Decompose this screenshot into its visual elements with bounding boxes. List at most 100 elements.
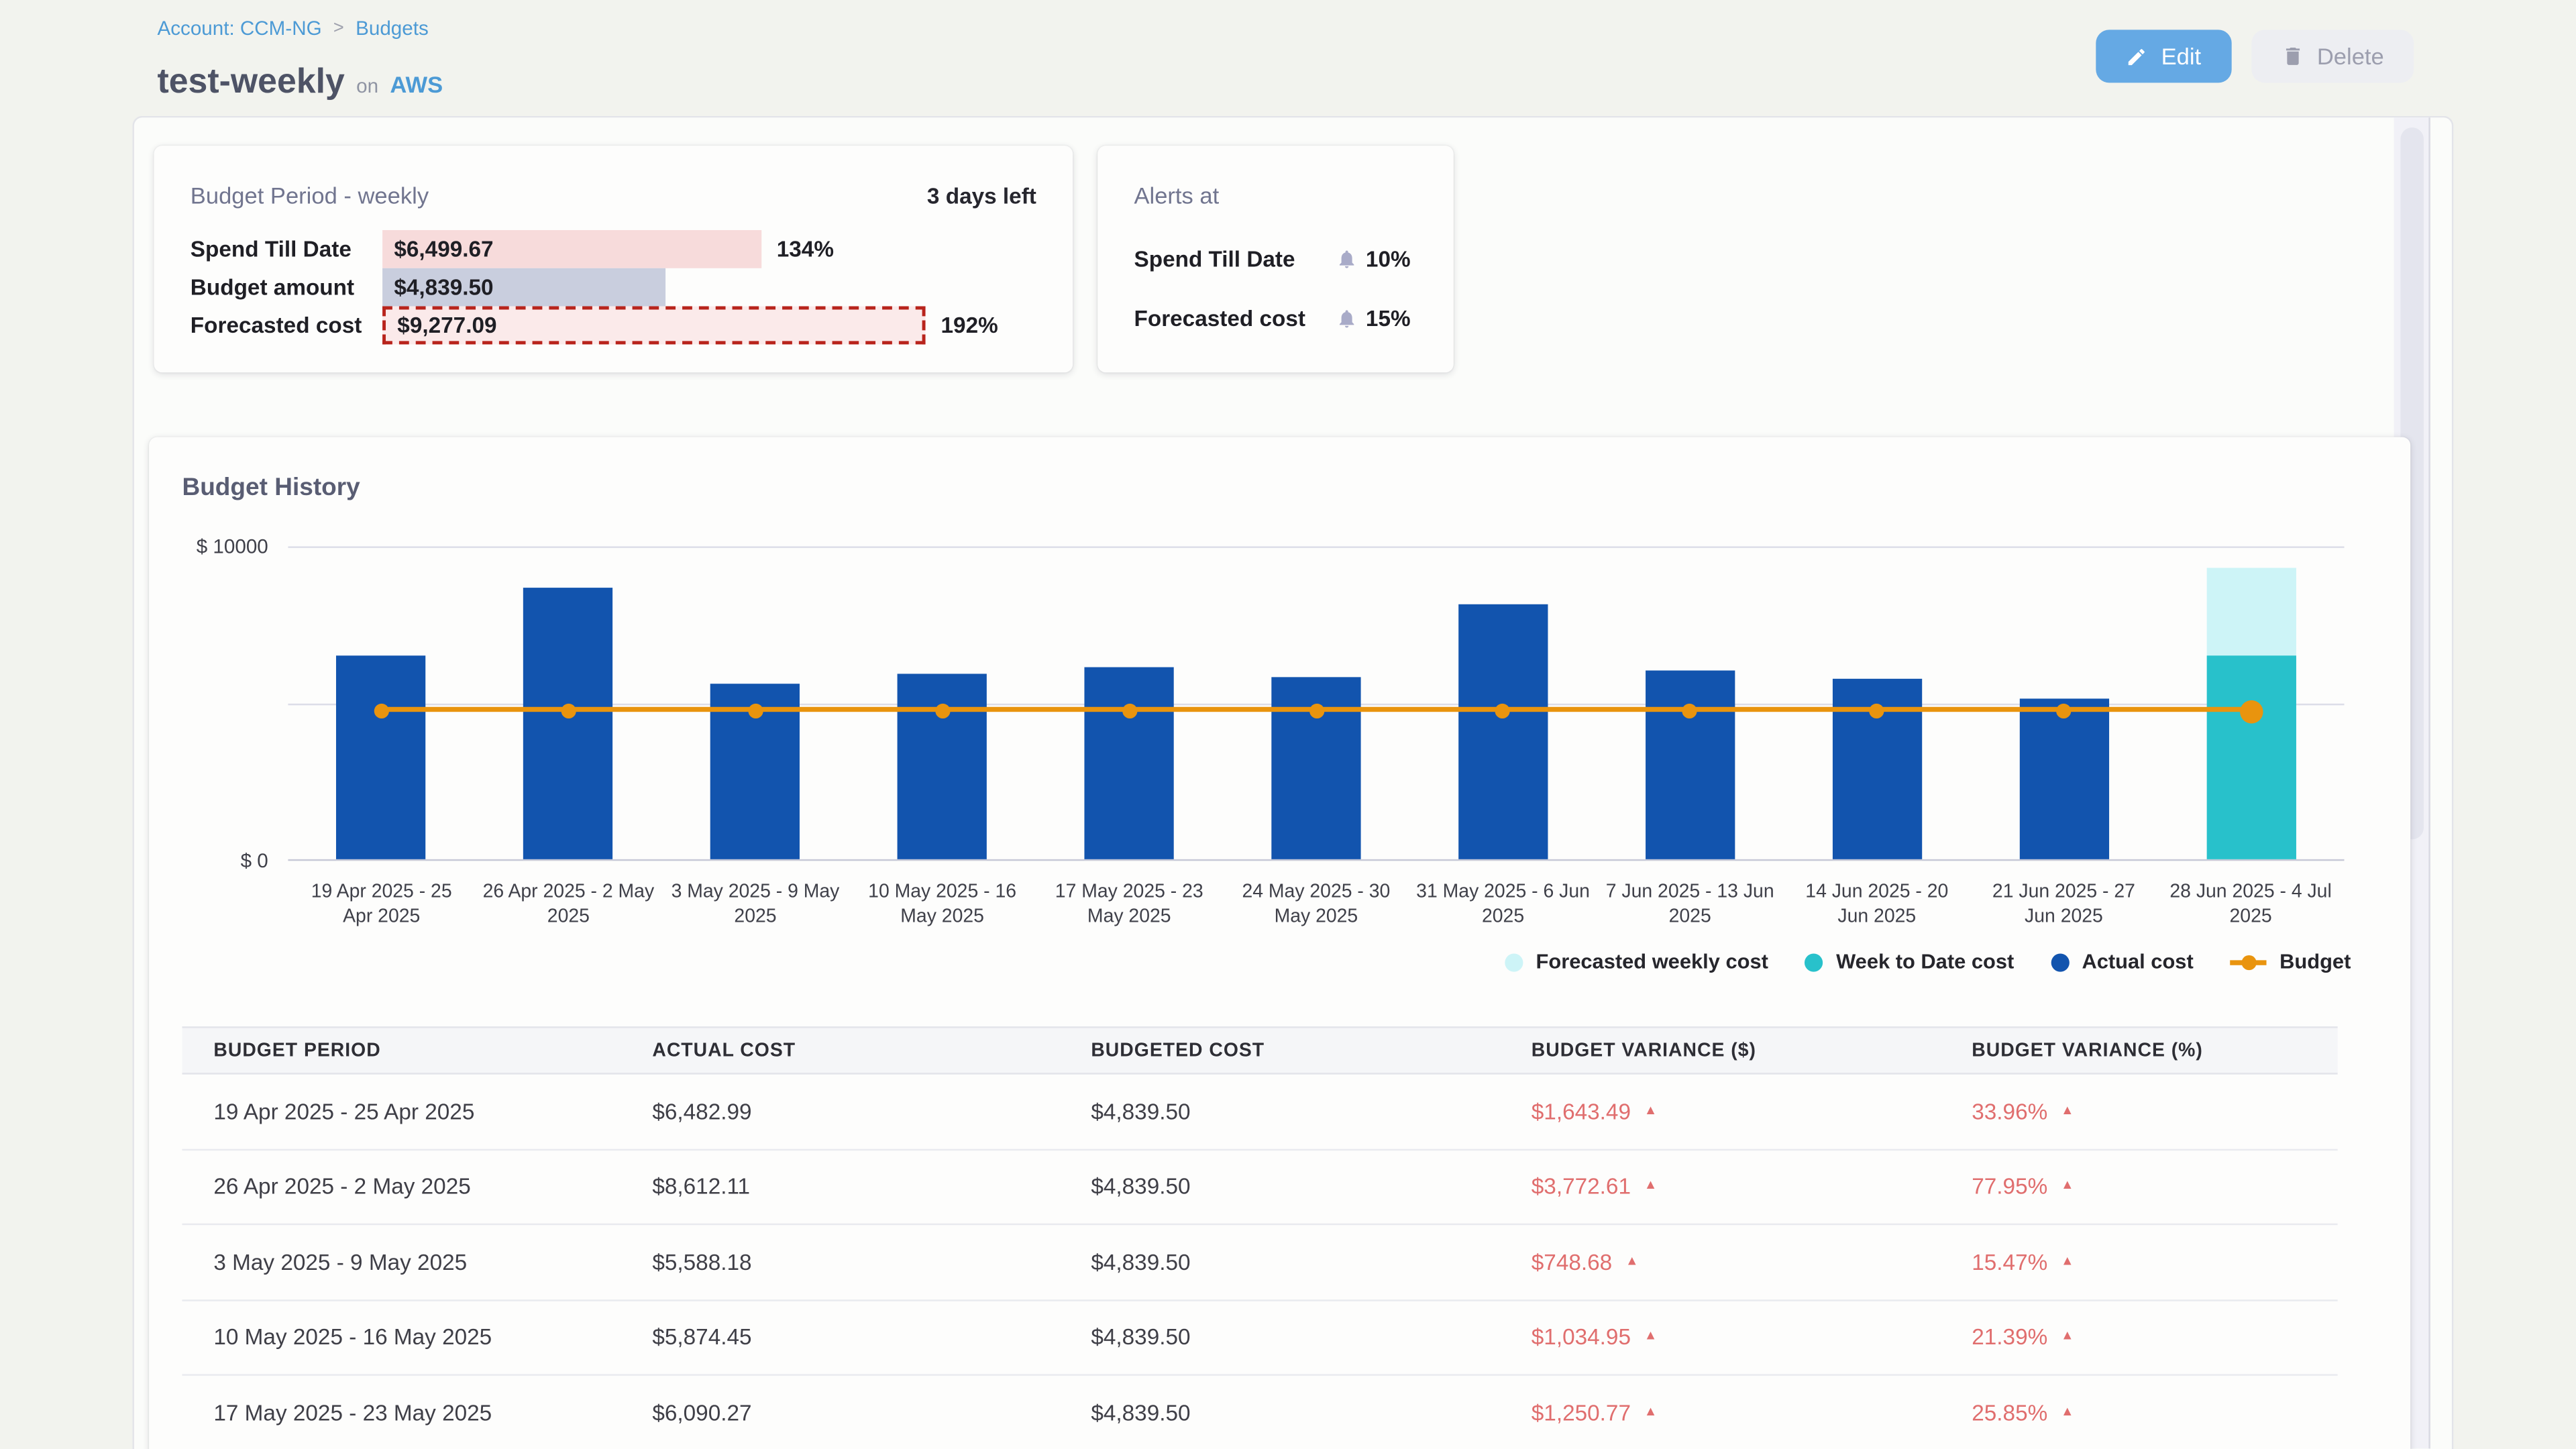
x-axis-label: 31 May 2025 - 6 Jun 2025 bbox=[1416, 882, 1590, 927]
budget-history-chart bbox=[288, 546, 2345, 861]
cell-budget-variance-usd: $3,772.61 ▲ bbox=[1532, 1174, 1972, 1199]
budget-line-dot bbox=[1495, 703, 1511, 719]
trash-icon bbox=[2281, 45, 2304, 68]
budget-line-dot bbox=[747, 703, 763, 719]
x-axis-label: 28 Jun 2025 - 4 Jul 2025 bbox=[2169, 882, 2332, 927]
alert-row: Forecasted cost 15% bbox=[1134, 307, 1410, 331]
variance-up-icon: ▲ bbox=[1644, 1102, 1658, 1118]
breadcrumb-separator: > bbox=[333, 18, 344, 38]
header-actions: Edit Delete bbox=[2096, 30, 2414, 83]
budget-period-row-label: Budget amount bbox=[190, 274, 355, 300]
table-body: 19 Apr 2025 - 25 Apr 2025 $6,482.99 $4,839… bbox=[182, 1075, 2338, 1449]
y-axis-label-zero: $ 0 bbox=[240, 849, 268, 873]
budget-bar-value: $4,839.50 bbox=[394, 274, 494, 300]
budget-line-dot bbox=[2056, 703, 2072, 719]
page-title-row: test-weekly on AWS bbox=[157, 63, 443, 103]
variance-pct-value: 33.96% bbox=[1972, 1099, 2048, 1124]
table-column-header: BUDGET VARIANCE ($) bbox=[1531, 1040, 1756, 1061]
alerts-title: Alerts at bbox=[1134, 182, 1220, 209]
x-axis-label: 24 May 2025 - 30 May 2025 bbox=[1242, 882, 1391, 927]
budget-period-title: Budget Period - weekly bbox=[190, 182, 429, 209]
alert-row: Spend Till Date 10% bbox=[1134, 247, 1410, 272]
cell-actual-cost: $6,482.99 bbox=[652, 1099, 752, 1124]
spend-bar: $6,499.67 bbox=[382, 230, 762, 268]
x-axis-label: 3 May 2025 - 9 May 2025 bbox=[671, 882, 840, 927]
breadcrumb-budgets-link[interactable]: Budgets bbox=[356, 16, 429, 40]
legend-item-actual-cost[interactable]: Actual cost bbox=[2050, 950, 2194, 974]
page-title: test-weekly bbox=[157, 62, 345, 101]
alert-row-value: 15% bbox=[1336, 306, 1411, 331]
x-axis-label: 21 Jun 2025 - 27 Jun 2025 bbox=[1992, 882, 2135, 927]
table-row: 17 May 2025 - 23 May 2025 $6,090.27 $4,839… bbox=[182, 1376, 2337, 1449]
breadcrumb-account-link[interactable]: Account: CCM-NG bbox=[157, 16, 322, 40]
spend-bar-value: $6,499.67 bbox=[394, 236, 494, 262]
cell-budgeted-cost: $4,839.50 bbox=[1091, 1324, 1191, 1350]
cell-budget-period: 10 May 2025 - 16 May 2025 bbox=[213, 1324, 492, 1350]
budget-line-dot bbox=[561, 703, 576, 719]
actual-cost-bar bbox=[898, 674, 987, 859]
forecast-bar-value: $9,277.09 bbox=[397, 313, 497, 338]
legend-item-budget[interactable]: Budget bbox=[2230, 950, 2351, 974]
legend-dot-marker bbox=[1504, 953, 1523, 971]
cell-actual-cost: $6,090.27 bbox=[652, 1400, 752, 1426]
platform-label: AWS bbox=[390, 71, 443, 98]
alert-threshold: 15% bbox=[1365, 306, 1411, 331]
x-axis-label: 19 Apr 2025 - 25 Apr 2025 bbox=[311, 882, 452, 927]
x-axis-labels: 19 Apr 2025 - 25 Apr 2025 26 Apr 2025 - 2… bbox=[288, 881, 2344, 930]
legend-label: Budget bbox=[2279, 950, 2351, 974]
cell-actual-cost: $5,874.45 bbox=[652, 1324, 752, 1350]
variance-usd-value: $1,034.95 bbox=[1531, 1324, 1631, 1350]
variance-pct-value: 15.47% bbox=[1972, 1249, 2048, 1275]
table-row: 3 May 2025 - 9 May 2025 $5,588.18 $4,839.5… bbox=[182, 1225, 2338, 1301]
alert-row-label: Forecasted cost bbox=[1134, 306, 1306, 331]
alert-threshold: 10% bbox=[1365, 246, 1411, 272]
cell-actual-cost: $5,588.18 bbox=[652, 1249, 752, 1275]
variance-usd-value: $748.68 bbox=[1531, 1249, 1613, 1275]
cell-budgeted-cost: $4,839.50 bbox=[1091, 1249, 1191, 1275]
variance-usd-value: $1,250.77 bbox=[1531, 1400, 1631, 1426]
table-header-row: BUDGET PERIOD ACTUAL COST BUDGETED COST BUD… bbox=[182, 1026, 2338, 1075]
legend-dot-marker bbox=[2050, 953, 2069, 971]
legend-label: Actual cost bbox=[2082, 950, 2194, 974]
budget-line-dot bbox=[374, 703, 389, 719]
actual-cost-bar bbox=[1458, 604, 1548, 859]
legend-label: Forecasted weekly cost bbox=[1536, 950, 1768, 974]
delete-button[interactable]: Delete bbox=[2251, 30, 2414, 83]
legend-item-forecasted-weekly-cost[interactable]: Forecasted weekly cost bbox=[1504, 950, 1768, 974]
cell-budgeted-cost: $4,839.50 bbox=[1091, 1174, 1191, 1199]
y-axis-label-max: $ 10000 bbox=[196, 535, 268, 558]
actual-cost-bar bbox=[337, 655, 427, 859]
table-row: 19 Apr 2025 - 25 Apr 2025 $6,482.99 $4,839… bbox=[182, 1075, 2338, 1150]
alerts-card: Alerts at Spend Till Date 10% Forecasted c… bbox=[1097, 146, 1454, 373]
variance-up-icon: ▲ bbox=[2060, 1177, 2074, 1193]
forecast-bar: $9,277.09 bbox=[382, 306, 926, 345]
on-label: on bbox=[356, 74, 379, 98]
table-column-header: BUDGETED COST bbox=[1091, 1040, 1265, 1061]
alert-row-label: Spend Till Date bbox=[1134, 246, 1295, 272]
budget-period-row: Forecasted cost $9,277.09 192% bbox=[190, 306, 1036, 345]
cell-budget-variance-pct: 25.85% ▲ bbox=[1972, 1400, 2337, 1425]
variance-usd-value: $1,643.49 bbox=[1531, 1099, 1631, 1124]
chart-legend: Forecasted weekly cost Week to Date cost A… bbox=[1504, 950, 2351, 974]
cell-budget-period: 26 Apr 2025 - 2 May 2025 bbox=[213, 1174, 471, 1199]
budget-period-row-label: Forecasted cost bbox=[190, 313, 362, 338]
table-row: 10 May 2025 - 16 May 2025 $5,874.45 $4,839… bbox=[182, 1301, 2338, 1376]
legend-dot-marker bbox=[1805, 953, 1823, 971]
budget-period-card: Budget Period - weekly 3 days left Spend… bbox=[154, 146, 1073, 373]
edit-button[interactable]: Edit bbox=[2096, 30, 2231, 83]
pencil-icon bbox=[2127, 46, 2148, 67]
variance-pct-value: 77.95% bbox=[1972, 1174, 2048, 1199]
legend-label: Week to Date cost bbox=[1836, 950, 2015, 974]
legend-line-dot bbox=[2241, 954, 2257, 969]
budget-line-dot bbox=[1869, 703, 1884, 719]
table-column-header: BUDGET PERIOD bbox=[213, 1040, 381, 1061]
variance-up-icon: ▲ bbox=[1644, 1403, 1658, 1419]
variance-pct-value: 25.85% bbox=[1972, 1400, 2048, 1426]
bell-icon bbox=[1336, 308, 1357, 329]
legend-line-marker bbox=[2230, 954, 2267, 969]
cell-budget-period: 3 May 2025 - 9 May 2025 bbox=[213, 1249, 468, 1275]
budget-period-row: Budget amount $4,839.50 bbox=[191, 268, 1036, 307]
legend-item-week-to-date-cost[interactable]: Week to Date cost bbox=[1805, 950, 2015, 974]
budget-period-row: Spend Till Date $6,499.67 134% bbox=[191, 230, 1036, 268]
gridline bbox=[288, 546, 2345, 548]
